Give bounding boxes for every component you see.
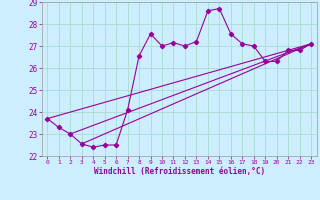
X-axis label: Windchill (Refroidissement éolien,°C): Windchill (Refroidissement éolien,°C) — [94, 167, 265, 176]
